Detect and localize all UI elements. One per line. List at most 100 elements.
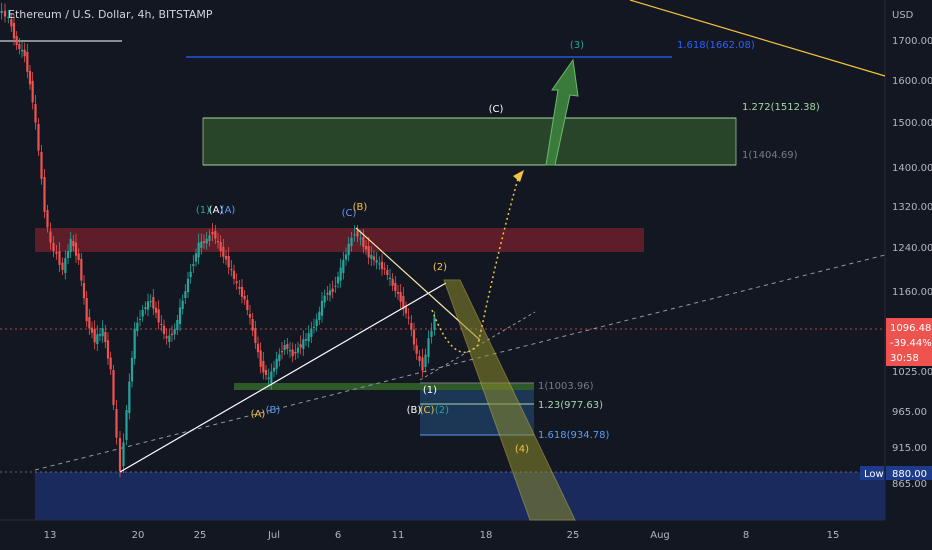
candle-body — [262, 361, 265, 373]
candle-body — [254, 328, 257, 343]
chart-title: Ethereum / U.S. Dollar, 4h, BITSTAMP — [8, 8, 213, 21]
candle-body — [115, 409, 118, 438]
candle-body — [157, 309, 160, 323]
candle-body — [272, 367, 276, 372]
candle-body — [240, 287, 244, 297]
wave-label: (C) — [489, 104, 504, 115]
candle-body — [197, 242, 200, 258]
candle-body — [23, 49, 26, 57]
candle-body — [208, 235, 211, 241]
candle-body — [259, 350, 262, 367]
candle-body — [383, 268, 386, 270]
green-target-arrow — [545, 58, 579, 166]
current-price-change: -39.44% — [890, 338, 932, 349]
current-price-tag — [886, 318, 932, 366]
candle-body — [391, 279, 394, 286]
candle-body — [342, 259, 345, 273]
candlestick-series — [0, 2, 436, 478]
candle-body — [112, 370, 115, 405]
candle-body — [101, 328, 104, 337]
upper-trendline — [629, 0, 886, 77]
candle-body — [318, 311, 321, 320]
candle-body — [162, 325, 166, 334]
low-price-value: 880.00 — [892, 469, 927, 480]
candle-body — [251, 319, 254, 331]
candle-body — [160, 324, 163, 325]
candle-body — [130, 357, 134, 382]
x-axis-ticks: 13 20 25 Jul 6 11 18 25 Aug 8 15 — [44, 530, 840, 541]
candle-body — [52, 243, 55, 252]
y-tick-label: 1700.00 — [892, 36, 932, 47]
currency-label: USD — [892, 10, 914, 21]
y-tick-label: 1320.00 — [892, 202, 932, 213]
x-tick-label: 25 — [567, 530, 580, 541]
wave-label: (2) — [435, 405, 449, 416]
candle-body — [415, 345, 418, 354]
candle-body — [353, 234, 356, 236]
candle-body — [109, 357, 112, 370]
x-tick-label: 13 — [44, 530, 57, 541]
candle-body — [186, 278, 190, 292]
wave-label: (2) — [433, 262, 447, 273]
candle-body — [421, 357, 424, 371]
wave-label: (1) — [196, 205, 210, 216]
candle-body — [77, 253, 80, 260]
candle-body — [49, 231, 52, 243]
candle-body — [178, 307, 182, 324]
candle-body — [64, 258, 67, 273]
candle-body — [46, 210, 49, 228]
candle-body — [224, 256, 228, 260]
candle-body — [122, 442, 125, 466]
candle-body — [154, 307, 158, 313]
candle-body — [222, 247, 225, 257]
candle-body — [40, 152, 43, 179]
candle-body — [407, 317, 410, 319]
candle-body — [294, 352, 297, 354]
y-tick-label: 1400.00 — [892, 163, 932, 174]
candle-body — [232, 270, 236, 279]
candle-body — [96, 334, 99, 344]
candle-body — [264, 370, 268, 375]
candle-body — [336, 276, 340, 284]
candle-body — [370, 254, 373, 259]
fib-label: 1(1003.96) — [538, 381, 594, 392]
wave-label: (A) — [221, 205, 236, 216]
candle-body — [168, 335, 171, 342]
candle-body — [386, 270, 389, 275]
candle-body — [200, 241, 203, 248]
candle-body — [104, 332, 107, 343]
x-tick-label: 25 — [194, 530, 207, 541]
candle-body — [118, 438, 122, 472]
candle-body — [61, 262, 64, 270]
wave-label: (B) — [353, 202, 368, 213]
candle-body — [399, 292, 402, 302]
candle-body — [88, 317, 91, 329]
wave-label: (1) — [423, 385, 437, 396]
candle-body — [10, 19, 13, 27]
candle-body — [362, 237, 365, 247]
candle-body — [15, 36, 18, 45]
candle-body — [380, 261, 384, 270]
candle-body — [165, 336, 168, 339]
candle-body — [82, 283, 86, 299]
wave-label: (C) — [420, 405, 435, 416]
candle-body — [312, 326, 316, 328]
candle-body — [372, 256, 376, 261]
candle-body — [106, 340, 110, 359]
candle-body — [304, 338, 308, 341]
candle-body — [307, 333, 310, 342]
candle-body — [388, 277, 392, 279]
x-tick-label: Aug — [650, 530, 670, 541]
candle-body — [364, 246, 368, 250]
bullish-projection-path — [431, 171, 521, 354]
candle-body — [412, 329, 416, 345]
candle-body — [280, 351, 284, 353]
candle-body — [256, 343, 260, 353]
candle-body — [378, 263, 381, 265]
candle-body — [149, 301, 152, 303]
candle-body — [396, 292, 400, 294]
candle-body — [344, 254, 348, 260]
candle-body — [219, 242, 222, 252]
candle-body — [34, 104, 37, 123]
